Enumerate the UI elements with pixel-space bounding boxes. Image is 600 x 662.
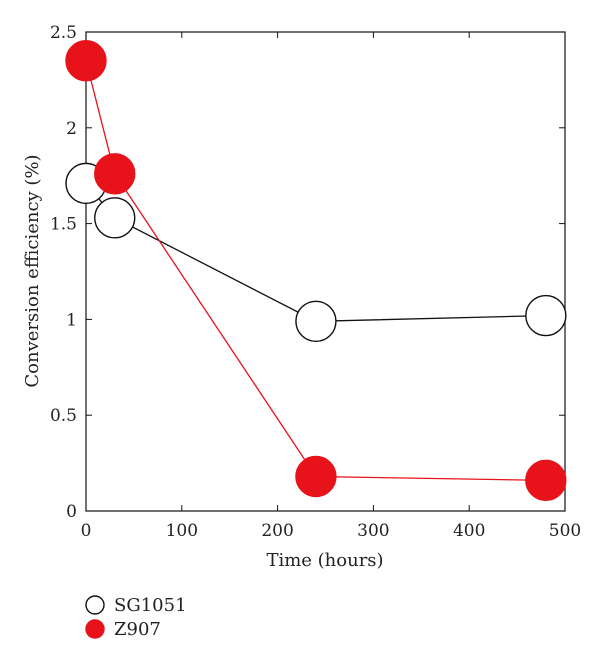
data-point-sg1051 — [94, 197, 136, 239]
x-tick-label: 400 — [453, 521, 485, 541]
y-axis-label: Conversion efficiency (%) — [22, 154, 43, 387]
y-tick-label: 2.5 — [50, 23, 77, 43]
x-tick-label: 300 — [357, 521, 389, 541]
legend-label-sg1051: SG1051 — [114, 595, 187, 616]
data-point-z907 — [295, 455, 337, 498]
legend-label-z907: Z907 — [114, 619, 161, 640]
data-point-sg1051 — [525, 294, 567, 337]
x-tick-label: 0 — [81, 521, 92, 541]
y-tick-label: 0 — [66, 502, 77, 522]
series-line-z907 — [85, 60, 546, 481]
legend: SG1051 Z907 — [85, 595, 187, 640]
data-point-sg1051 — [295, 300, 337, 343]
y-tick-label: 1.5 — [50, 215, 77, 235]
x-axis-ticks: 0 100 200 300 400 500 — [81, 32, 581, 541]
y-axis-ticks: 0 0.5 1 1.5 2 2.5 — [50, 23, 565, 522]
x-tick-label: 100 — [166, 521, 198, 541]
y-tick-label: 2 — [66, 119, 77, 139]
legend-marker-sg1051 — [85, 595, 105, 615]
legend-marker-z907 — [85, 619, 105, 639]
x-axis-label: Time (hours) — [266, 550, 383, 571]
y-tick-label: 0.5 — [50, 406, 77, 426]
x-tick-label: 200 — [261, 521, 293, 541]
data-point-z907 — [65, 40, 107, 82]
x-tick-label: 500 — [549, 521, 581, 541]
y-tick-label: 1 — [66, 310, 77, 330]
data-point-z907 — [94, 153, 136, 195]
series-layer — [65, 40, 567, 502]
plot-area — [85, 31, 566, 512]
data-point-z907 — [525, 459, 567, 502]
series-line-sg1051 — [85, 182, 546, 322]
